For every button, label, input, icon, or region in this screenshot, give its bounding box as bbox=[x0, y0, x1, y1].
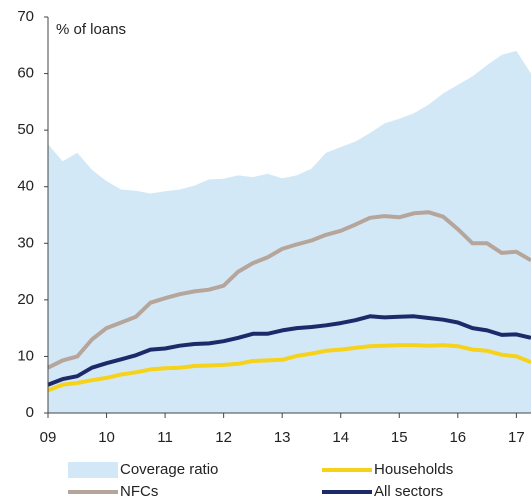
x-tick-label: 14 bbox=[332, 429, 349, 446]
x-tick-label: 15 bbox=[391, 429, 408, 446]
legend-label: Households bbox=[374, 461, 453, 478]
series-line bbox=[47, 314, 531, 387]
legend-label: Coverage ratio bbox=[120, 461, 218, 478]
annotation: % of loans bbox=[56, 21, 126, 38]
x-tick-label: 10 bbox=[98, 429, 115, 446]
legend-label: NFCs bbox=[120, 483, 158, 500]
y-tick-label: 10 bbox=[17, 347, 34, 364]
x-tick-label: 16 bbox=[449, 429, 466, 446]
y-tick-label: 30 bbox=[17, 234, 34, 251]
y-tick-label: 70 bbox=[17, 8, 34, 25]
x-tick-label: 13 bbox=[274, 429, 291, 446]
x-tick-label: 11 bbox=[157, 429, 173, 446]
y-tick-label: 60 bbox=[17, 65, 34, 82]
x-tick-label: 09 bbox=[40, 429, 57, 446]
legend-label: All sectors bbox=[374, 483, 443, 500]
coverage-area bbox=[48, 50, 531, 414]
series-line bbox=[47, 210, 531, 370]
x-tick-label: 12 bbox=[215, 429, 232, 446]
x-tick-label: 17 bbox=[508, 429, 525, 446]
legend-swatch bbox=[68, 462, 118, 478]
y-tick-label: 20 bbox=[17, 291, 34, 308]
y-tick-label: 50 bbox=[17, 121, 34, 138]
y-tick-label: 0 bbox=[26, 404, 34, 421]
series-line bbox=[47, 343, 531, 393]
y-tick-label: 40 bbox=[17, 178, 34, 195]
